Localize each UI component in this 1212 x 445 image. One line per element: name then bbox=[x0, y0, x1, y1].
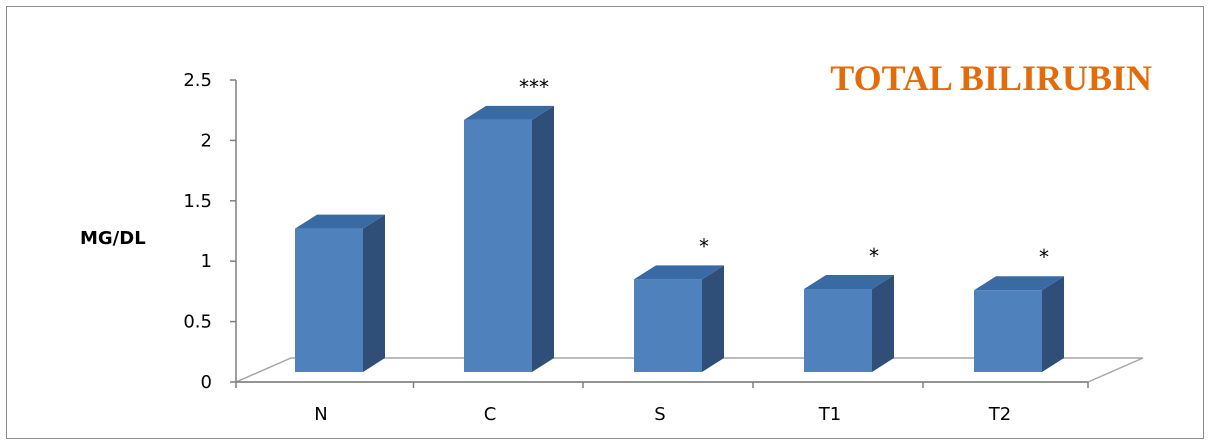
bar-side bbox=[1042, 276, 1064, 372]
bar-front bbox=[634, 279, 702, 372]
axes bbox=[235, 80, 1088, 383]
bar-side bbox=[702, 265, 724, 372]
bar-N bbox=[295, 214, 385, 372]
bar-side bbox=[363, 214, 385, 372]
bar-T1 bbox=[804, 274, 894, 372]
bar-front bbox=[974, 290, 1042, 372]
bar-top bbox=[295, 214, 385, 229]
category-label: C bbox=[484, 404, 497, 425]
significance-mark: *** bbox=[519, 75, 549, 99]
bar-T2 bbox=[974, 276, 1064, 372]
significance-mark: * bbox=[869, 244, 879, 268]
category-label: T2 bbox=[988, 404, 1011, 425]
bars bbox=[295, 105, 1064, 372]
bar-top bbox=[634, 265, 724, 280]
category-label: S bbox=[654, 404, 665, 425]
bar-front bbox=[464, 119, 532, 372]
category-labels: N C S T1 T2 bbox=[235, 382, 1089, 425]
significance-annotations: **** * * bbox=[519, 75, 1049, 269]
y-tick-label: 2 bbox=[201, 130, 212, 151]
bar-top bbox=[804, 274, 894, 289]
significance-mark: * bbox=[1039, 245, 1049, 269]
category-label: T1 bbox=[818, 404, 841, 425]
y-tick-label: 2.5 bbox=[183, 70, 212, 91]
bar-side bbox=[872, 274, 894, 372]
y-tick-label: 0.5 bbox=[183, 312, 212, 333]
chart-title: TOTAL BILIRUBIN bbox=[830, 58, 1152, 98]
y-tick-label: 1 bbox=[201, 251, 212, 272]
significance-mark: * bbox=[699, 234, 709, 258]
y-tick-label: 1.5 bbox=[183, 191, 212, 212]
bar-side bbox=[532, 105, 554, 372]
y-ticks: 0 0.5 1 1.5 2 2.5 bbox=[183, 70, 236, 393]
bar-front bbox=[295, 228, 363, 372]
y-axis-label: MG/DL bbox=[80, 228, 146, 249]
bar-top bbox=[464, 105, 554, 120]
y-tick-label: 0 bbox=[201, 372, 212, 393]
bar-front bbox=[804, 288, 872, 372]
bar-S bbox=[634, 265, 724, 372]
bar-top bbox=[974, 276, 1064, 291]
category-label: N bbox=[314, 404, 327, 425]
bar-C bbox=[464, 105, 554, 372]
